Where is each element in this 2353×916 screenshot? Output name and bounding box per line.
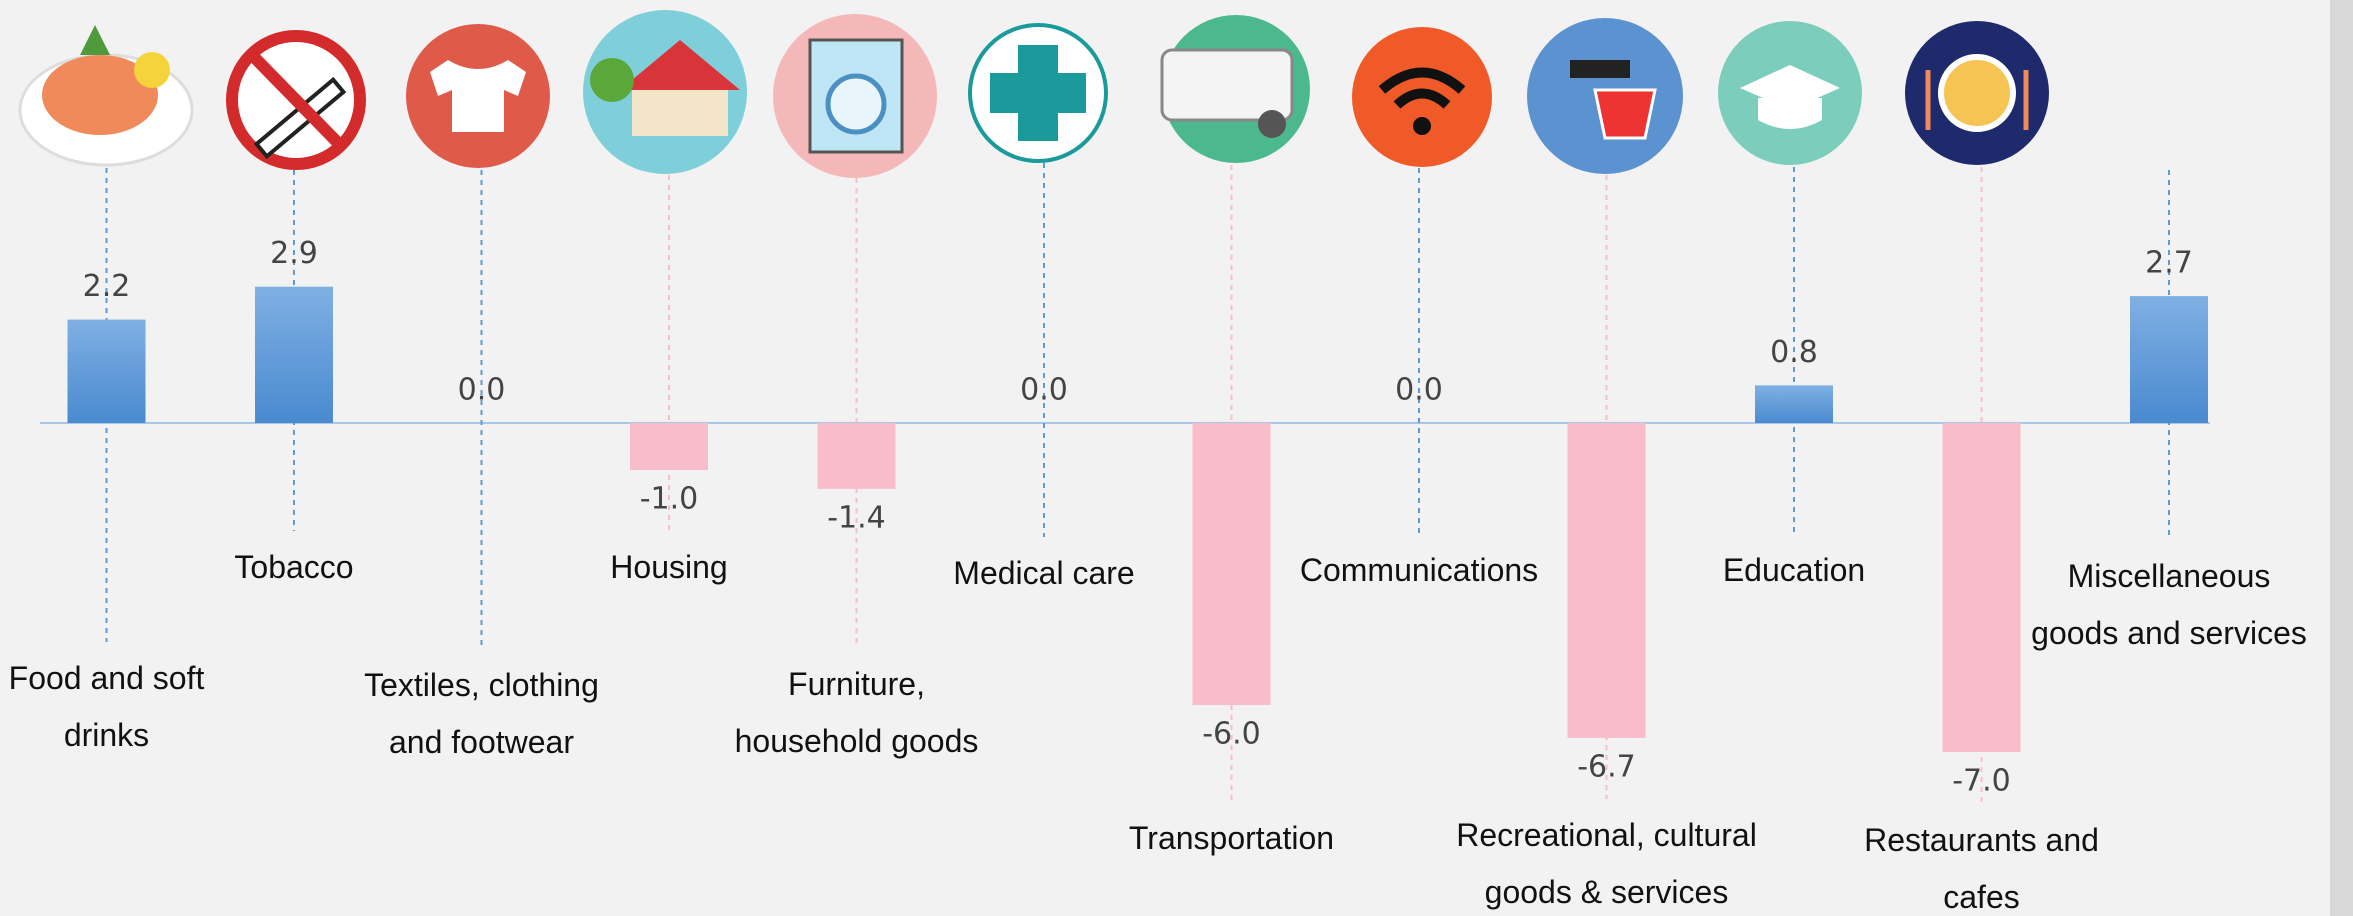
value-label: 0.8 xyxy=(1770,335,1818,370)
icon-recreation-clap xyxy=(1570,60,1630,78)
bar xyxy=(1568,423,1646,738)
value-label: -1.0 xyxy=(640,482,699,517)
category-label: Textiles, clothing and footwear xyxy=(337,657,627,771)
category-label: Furniture, household goods xyxy=(722,656,992,770)
bar xyxy=(630,423,708,470)
value-label: -6.0 xyxy=(1202,717,1261,752)
category-label: Communications xyxy=(1269,542,1569,599)
value-label: -6.7 xyxy=(1577,749,1636,784)
category-label: Tobacco xyxy=(144,539,444,596)
icon-furniture-drum xyxy=(828,76,884,132)
category-label: Transportation xyxy=(1082,810,1382,867)
value-label: -1.4 xyxy=(827,500,886,535)
bar xyxy=(1755,385,1833,423)
value-label: 2.9 xyxy=(270,236,318,271)
icon-housing-tree xyxy=(590,58,634,102)
category-label: Miscellaneous goods and services xyxy=(2027,548,2312,662)
value-label: 2.2 xyxy=(83,269,131,304)
bar xyxy=(68,320,146,423)
chart: 2.2 2.9 0.0 -1.0 -1.4 0.0 -6.0 0.0 -6.7 0.8 -7.0 2.… xyxy=(0,0,2353,916)
value-label: 2.7 xyxy=(2145,246,2193,281)
icon-food-leaf xyxy=(80,25,110,55)
bar xyxy=(255,287,333,423)
value-label: -7.0 xyxy=(1952,764,2011,799)
value-label: 0.0 xyxy=(1395,373,1443,408)
category-label: Restaurants and cafes xyxy=(1847,812,2117,916)
icons xyxy=(20,10,2049,178)
value-label: 0.0 xyxy=(458,373,506,408)
icon-education-base xyxy=(1758,98,1822,129)
bar xyxy=(2130,296,2208,423)
bar xyxy=(818,423,896,489)
category-label: Recreational, cultural goods & services xyxy=(1442,807,1772,916)
icon-comm-dot xyxy=(1413,117,1431,135)
scroll-edge xyxy=(2330,0,2353,916)
icon-transport-wheel xyxy=(1258,110,1286,138)
category-label: Education xyxy=(1644,542,1944,599)
icon-recreation-popcorn xyxy=(1595,90,1655,138)
icon-restaurant-plate xyxy=(1941,57,2013,129)
icon-housing-wall xyxy=(632,90,728,136)
category-label: Food and soft drinks xyxy=(0,650,222,764)
category-label: Housing xyxy=(519,539,819,596)
chart-svg: 2.2 2.9 0.0 -1.0 -1.4 0.0 -6.0 0.0 -6.7 0.8 -7.0 2.… xyxy=(0,0,2353,916)
icon-food-lemon xyxy=(134,52,170,88)
value-label: 0.0 xyxy=(1020,373,1068,408)
icon-transport-van xyxy=(1162,50,1292,120)
bar xyxy=(1943,423,2021,752)
bar xyxy=(1193,423,1271,705)
category-label: Medical care xyxy=(894,545,1194,602)
